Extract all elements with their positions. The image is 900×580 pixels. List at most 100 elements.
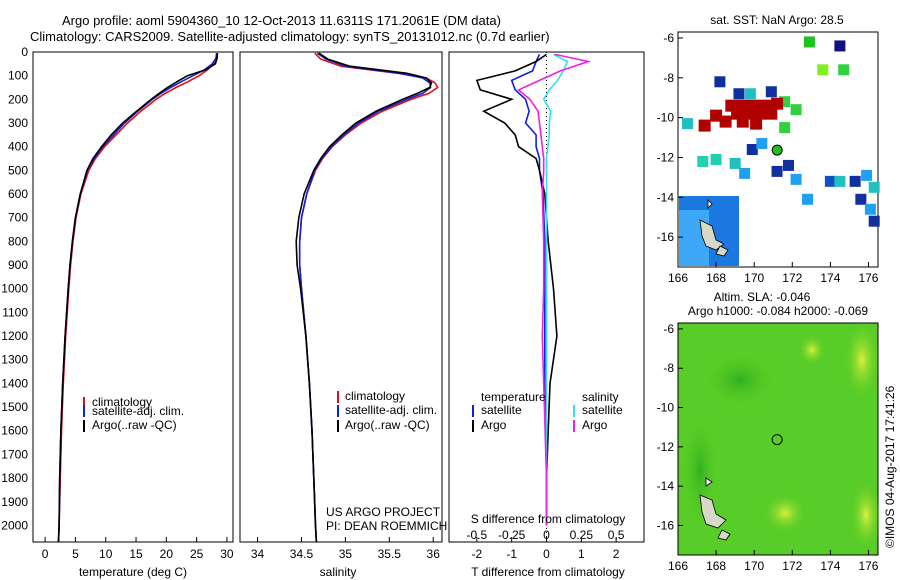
island-shape — [717, 529, 731, 541]
legend-temperature-head: temperature — [481, 390, 546, 404]
depth-tick-label: 900 — [8, 258, 28, 272]
diff-t-satellite-line — [510, 54, 548, 526]
argo-float-marker — [771, 144, 783, 156]
temperature-xlabel: temperature (deg C) — [79, 565, 187, 579]
island-shape — [707, 199, 713, 209]
lat-tick-label: -14 — [657, 479, 675, 493]
depth-tick-label: 700 — [8, 211, 28, 225]
lon-tick-label: 172 — [782, 271, 802, 285]
imos-stamp: ©IMOS 04-Aug-2017 17:41:26 — [883, 385, 897, 548]
sst-map: sat. SST: NaN Argo: 28.5 -6 -8 -10 -12 -14 -1… — [657, 13, 880, 285]
x-tick-label: 30 — [220, 547, 234, 561]
sst-cell — [838, 64, 850, 76]
sst-cell — [733, 88, 745, 100]
coastline-sst — [679, 196, 739, 266]
lat-tick-label: -8 — [663, 71, 674, 85]
salinity-xlabel: salinity — [320, 565, 357, 579]
header-line2: Climatology: CARS2009. Satellite-adjuste… — [30, 29, 550, 44]
depth-tick-label: 1000 — [1, 282, 28, 296]
lon-tick-label: 168 — [706, 559, 726, 573]
depth-tick-label: 1500 — [1, 400, 28, 414]
diff-top-label: S difference from climatology — [471, 512, 626, 526]
sst-cell — [779, 122, 791, 134]
depth-tick-label: 1700 — [1, 447, 28, 461]
lon-tick-label: 166 — [668, 271, 688, 285]
lat-tick-label: -6 — [663, 322, 674, 336]
temperature-argo-line — [57, 53, 218, 543]
sst-cell — [682, 118, 694, 130]
credit-project: US ARGO PROJECT — [326, 505, 441, 519]
lon-tick-label: 170 — [744, 559, 764, 573]
lat-tick-label: -12 — [657, 150, 675, 164]
depth-tick-label: 1300 — [1, 353, 28, 367]
sst-cell — [750, 117, 763, 130]
legend-satellite: satellite-adj. clim. — [92, 404, 184, 418]
lat-tick-label: -8 — [663, 361, 674, 375]
island-shape — [705, 477, 713, 487]
legend-argo: Argo(..raw -QC) — [345, 418, 430, 432]
diff-top-tick-label: 0 — [543, 528, 550, 542]
x-tick-label: -1 — [506, 547, 517, 561]
lat-tick-label: -10 — [657, 111, 675, 125]
sst-cell — [868, 215, 880, 227]
lat-tick-label: -10 — [657, 401, 675, 415]
x-tick-label: 20 — [160, 547, 174, 561]
depth-tick-label: 100 — [8, 69, 28, 83]
diff-top-tick-label: 0.5 — [608, 528, 625, 542]
x-tick-label: 0 — [42, 547, 49, 561]
depth-tick-label: 1100 — [2, 305, 28, 319]
legend-t-argo: Argo — [481, 418, 507, 432]
sst-cell — [864, 203, 876, 215]
header-line1: Argo profile: aoml 5904360_10 12-Oct-201… — [62, 13, 501, 28]
sla-high-patch — [844, 320, 880, 400]
lat-tick-label: -6 — [663, 31, 674, 45]
sla-low-patch — [700, 350, 780, 410]
sst-cell — [698, 119, 711, 132]
coastline-sla — [699, 477, 731, 541]
x-tick-label: 0 — [543, 547, 550, 561]
legend-salinity-head: salinity — [582, 390, 619, 404]
sla-map-title1: Altim. SLA: -0.046 — [714, 290, 811, 304]
legend-climatology: climatology — [345, 389, 405, 403]
island-shape — [715, 245, 729, 257]
temperature-legend: climatology satellite-adj. clim. Argo(..… — [83, 395, 184, 432]
lon-tick-label: 174 — [820, 559, 840, 573]
legend-s-argo: Argo — [582, 418, 608, 432]
sla-high-patch — [763, 493, 807, 533]
lon-tick-label: 166 — [668, 559, 688, 573]
diff-t-argo-line — [475, 53, 558, 526]
sst-cell — [868, 181, 880, 193]
sst-map-title: sat. SST: NaN Argo: 28.5 — [710, 13, 844, 27]
x-tick-label: 35 — [339, 547, 353, 561]
sst-cell — [824, 175, 836, 187]
diff-top-tick-label: -0.5 — [467, 528, 488, 542]
legend-argo: Argo(..raw -QC) — [92, 418, 177, 432]
x-tick-label: 34.5 — [290, 547, 314, 561]
depth-tick-label: 0 — [21, 45, 28, 59]
sst-cell — [817, 64, 829, 76]
lon-tick-label: 176 — [858, 271, 878, 285]
sst-cell — [803, 36, 815, 48]
x-tick-label: 2 — [613, 547, 620, 561]
diff-s-argo-line — [517, 53, 592, 526]
depth-tick-label: 2000 — [1, 518, 28, 532]
lat-tick-label: -14 — [657, 190, 675, 204]
diff-top-tick-label: 0.25 — [570, 528, 594, 542]
lon-tick-label: 172 — [782, 559, 802, 573]
sst-cell — [756, 138, 768, 150]
depth-tick-label: 800 — [8, 234, 28, 248]
salinity-panel: 34 34.5 35 35.5 36 salinity climatology sate… — [239, 51, 447, 579]
sst-cell — [736, 115, 749, 128]
sst-cell — [861, 169, 873, 181]
legend-s-satellite: satellite — [582, 403, 623, 417]
difference-legend: temperature satellite Argo salinity sate… — [472, 390, 623, 432]
sst-cell — [834, 175, 846, 187]
difference-panel: temperature satellite Argo salinity sate… — [448, 51, 645, 579]
sst-cell — [782, 159, 794, 171]
x-tick-label: 25 — [190, 547, 204, 561]
sla-map: Altim. SLA: -0.046 Argo h1000: -0.084 h2… — [657, 290, 882, 573]
depth-tick-label: 1400 — [1, 376, 28, 390]
depth-tick-label: 400 — [8, 140, 28, 154]
depth-tick-label: 600 — [8, 187, 28, 201]
sst-cell — [719, 115, 732, 128]
